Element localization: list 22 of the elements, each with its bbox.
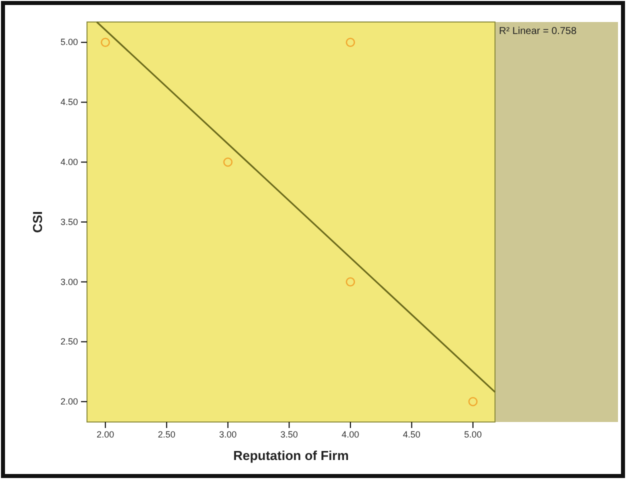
- y-tick-label: 3.50: [60, 216, 78, 227]
- y-axis-title: CSI: [30, 211, 45, 233]
- point: [100, 38, 110, 47]
- y-tick-label: 2.50: [60, 336, 78, 347]
- y-tick-label: 3.00: [60, 276, 78, 287]
- x-axis-title: Reputation of Firm: [233, 448, 349, 463]
- y-tick-label: 2.00: [60, 396, 78, 407]
- y-tick-label: 5.00: [60, 37, 78, 48]
- x-tick-label: 2.00: [96, 429, 114, 440]
- point: [223, 157, 233, 167]
- point: [346, 38, 356, 47]
- x-tick-label: 3.00: [219, 429, 237, 440]
- point: [468, 397, 478, 406]
- x-tick-label: 5.00: [464, 429, 482, 440]
- y-tick-label: 4.50: [60, 97, 78, 108]
- x-tick-label: 4.00: [342, 429, 360, 440]
- x-tick-label: 2.50: [158, 429, 176, 440]
- point: [346, 277, 356, 287]
- y-tick-label: 4.00: [60, 157, 78, 167]
- text: R² Linear = 0.758: [499, 26, 577, 37]
- x-tick-label: 3.50: [280, 429, 298, 440]
- x-tick-label: 4.50: [402, 429, 420, 440]
